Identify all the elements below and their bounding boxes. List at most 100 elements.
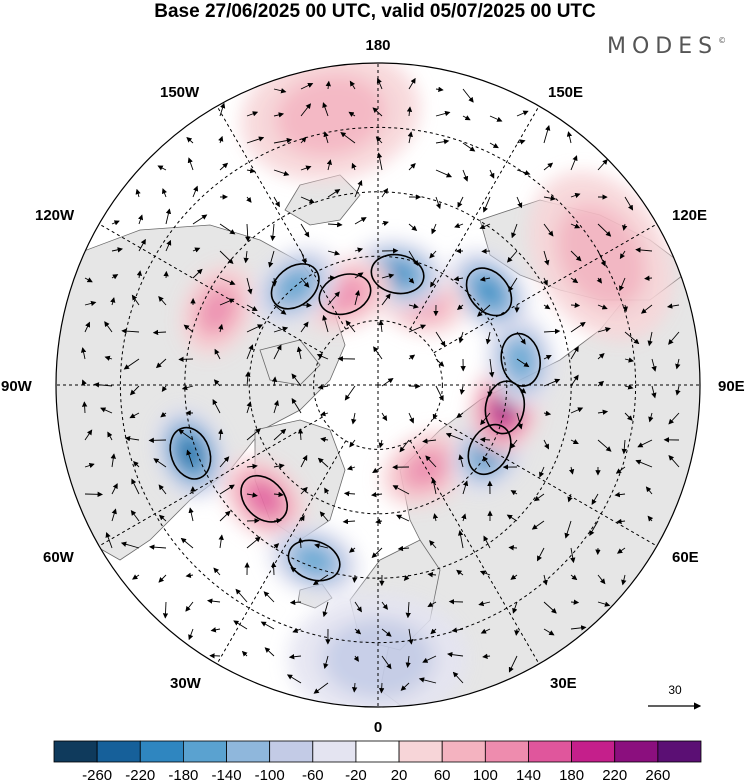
wind-arrow <box>263 591 275 603</box>
wind-arrow <box>178 429 194 441</box>
wind-arrow <box>405 655 411 668</box>
wind-arrow <box>418 677 437 684</box>
wind-arrow <box>327 221 343 228</box>
wind-arrow <box>188 628 194 641</box>
wind-arrow <box>351 412 357 425</box>
wind-arrow <box>479 276 491 282</box>
reference-vector-label: 30 <box>668 683 682 697</box>
wind-arrow <box>597 250 606 267</box>
colorbar-swatch-14 <box>657 740 702 763</box>
lon-label-180: 180 <box>365 37 390 54</box>
wind-arrow <box>300 250 307 265</box>
colorbar-label-13: 260 <box>645 767 670 783</box>
wind-arrow <box>435 86 444 93</box>
wind-arrow <box>429 250 437 259</box>
wind-arrow <box>217 428 224 441</box>
anomaly-10-level-4 <box>383 264 412 285</box>
wind-arrow <box>158 514 167 522</box>
wind-arrow <box>511 223 518 239</box>
wind-arrow <box>93 382 113 388</box>
wind-arrow <box>273 518 282 524</box>
wind-arrow <box>516 358 530 368</box>
wind-arrow <box>570 346 579 360</box>
modes-logo: MODES© <box>607 34 726 59</box>
wind-arrow <box>462 88 474 103</box>
wind-arrow <box>516 331 526 345</box>
colorbar-label-3: -140 <box>212 767 242 783</box>
wind-arrow <box>543 304 551 310</box>
wind-arrow <box>155 358 167 369</box>
wind-arrow <box>300 454 308 468</box>
wind-arrow <box>273 543 280 549</box>
wind-arrow <box>218 323 224 333</box>
wind-arrow <box>381 377 394 387</box>
anomaly-7-level-3 <box>508 343 533 377</box>
wind-arrow <box>675 385 681 396</box>
wind-arrow <box>246 136 265 144</box>
wind-arrow <box>107 431 113 441</box>
wind-arrow <box>300 136 307 144</box>
wind-arrow <box>514 628 520 636</box>
anomaly-5-circulation <box>467 423 512 475</box>
wind-arrow <box>381 220 389 227</box>
colorbar-swatch-11 <box>528 740 573 763</box>
wind-arrow <box>300 321 309 333</box>
wind-arrow <box>218 534 224 549</box>
wind-arrow <box>165 208 172 225</box>
wind-arrow <box>459 385 465 395</box>
wind-arrow <box>483 535 491 549</box>
wind-arrow <box>570 547 576 564</box>
wind-arrow <box>435 331 446 347</box>
wind-arrow <box>186 449 194 468</box>
wind-arrow <box>567 493 573 503</box>
lon-label-30e: 30E <box>550 675 577 692</box>
wind-arrow <box>510 574 518 580</box>
wind-arrow <box>597 158 608 171</box>
wind-arrow <box>354 247 364 253</box>
wind-arrow <box>138 238 146 252</box>
arctic-islands <box>259 339 321 386</box>
wind-arrow <box>543 410 552 416</box>
wind-arrow <box>219 277 236 285</box>
wind-arrow <box>430 628 437 635</box>
wind-arrow <box>479 436 491 443</box>
wind-arrow <box>430 277 437 288</box>
wind-arrow <box>246 324 264 333</box>
wind-arrow <box>313 682 329 694</box>
wind-arrow <box>246 196 252 203</box>
wind-arrow <box>510 439 518 449</box>
wind-arrow <box>300 165 312 171</box>
wind-arrow <box>136 270 143 279</box>
colorbar-swatch-1 <box>96 740 141 763</box>
wind-arrow <box>543 195 556 201</box>
wind-arrow <box>327 291 340 306</box>
wind-arrow <box>300 486 308 495</box>
wind-arrow <box>192 268 203 279</box>
wind-arrow <box>348 547 356 553</box>
wind-arrow <box>508 655 518 673</box>
wind-arrow <box>570 155 578 171</box>
wind-arrow <box>210 627 221 633</box>
wind-arrow <box>425 455 437 468</box>
wind-arrow <box>570 599 580 605</box>
wind-arrow <box>186 136 194 144</box>
wind-arrow <box>246 344 254 360</box>
wind-arrow <box>637 439 653 448</box>
wind-arrow <box>570 192 581 199</box>
wind-arrow <box>81 401 88 414</box>
wind-arrow <box>452 671 464 684</box>
wind-arrow <box>123 358 140 370</box>
wind-arrow <box>597 380 605 387</box>
wind-arrow <box>531 520 545 530</box>
wind-arrow <box>192 247 201 253</box>
wind-arrow <box>246 167 256 174</box>
wind-arrow <box>533 493 545 502</box>
wind-arrow <box>422 438 437 444</box>
wind-arrow <box>516 412 523 430</box>
wind-arrow <box>246 304 258 312</box>
wind-arrow <box>621 574 627 586</box>
reference-vector: 30 <box>648 683 702 710</box>
wind-arrow <box>246 463 258 470</box>
wind-arrow <box>570 374 579 387</box>
wind-arrow <box>104 355 113 361</box>
